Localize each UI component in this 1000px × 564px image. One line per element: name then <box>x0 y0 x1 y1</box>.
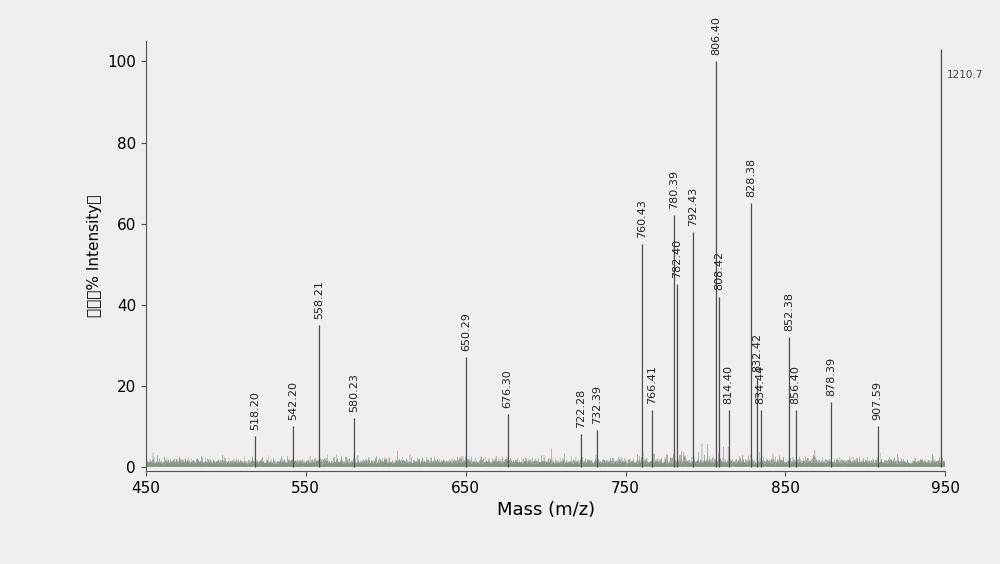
Text: 792.43: 792.43 <box>688 187 698 226</box>
Text: 852.38: 852.38 <box>784 292 794 331</box>
Text: 650.29: 650.29 <box>461 312 471 351</box>
Text: 878.39: 878.39 <box>826 357 836 396</box>
Text: 518.20: 518.20 <box>250 391 260 430</box>
Text: 676.30: 676.30 <box>503 369 513 408</box>
Text: 907.59: 907.59 <box>873 381 883 420</box>
Text: 760.43: 760.43 <box>637 199 647 238</box>
Text: 828.38: 828.38 <box>746 158 756 197</box>
Text: 782.40: 782.40 <box>672 239 682 278</box>
Text: 732.39: 732.39 <box>592 385 602 424</box>
Text: 542.20: 542.20 <box>288 381 298 420</box>
Text: 834.44: 834.44 <box>756 365 766 404</box>
Text: 722.28: 722.28 <box>576 389 586 428</box>
Text: 766.41: 766.41 <box>647 365 657 404</box>
Y-axis label: 强度（% Intensity）: 强度（% Intensity） <box>87 195 102 318</box>
Text: 808.42: 808.42 <box>714 252 724 290</box>
X-axis label: Mass (m/z): Mass (m/z) <box>497 501 595 519</box>
Text: 558.21: 558.21 <box>314 280 324 319</box>
Text: 856.40: 856.40 <box>791 365 801 404</box>
Text: 580.23: 580.23 <box>349 373 359 412</box>
Text: 814.40: 814.40 <box>724 365 734 404</box>
Text: 832.42: 832.42 <box>752 332 762 372</box>
Text: 780.39: 780.39 <box>669 170 679 209</box>
Text: 806.40: 806.40 <box>711 16 721 55</box>
Text: 1210.7: 1210.7 <box>947 69 983 80</box>
